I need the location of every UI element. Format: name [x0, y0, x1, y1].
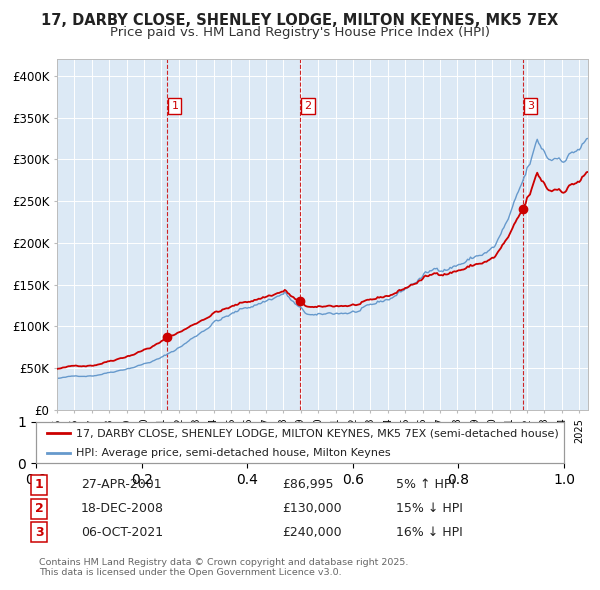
Text: 1: 1 — [172, 101, 178, 111]
Text: 2: 2 — [304, 101, 311, 111]
Text: £240,000: £240,000 — [282, 526, 341, 539]
Text: 18-DEC-2008: 18-DEC-2008 — [81, 502, 164, 515]
Text: £130,000: £130,000 — [282, 502, 341, 515]
Text: 17, DARBY CLOSE, SHENLEY LODGE, MILTON KEYNES, MK5 7EX (semi-detached house): 17, DARBY CLOSE, SHENLEY LODGE, MILTON K… — [76, 428, 559, 438]
Text: HPI: Average price, semi-detached house, Milton Keynes: HPI: Average price, semi-detached house,… — [76, 448, 390, 458]
Text: 3: 3 — [527, 101, 534, 111]
Text: 27-APR-2001: 27-APR-2001 — [81, 478, 161, 491]
Text: Contains HM Land Registry data © Crown copyright and database right 2025.
This d: Contains HM Land Registry data © Crown c… — [39, 558, 409, 577]
Text: 06-OCT-2021: 06-OCT-2021 — [81, 526, 163, 539]
Text: 15% ↓ HPI: 15% ↓ HPI — [396, 502, 463, 515]
Text: £86,995: £86,995 — [282, 478, 334, 491]
Text: 5% ↑ HPI: 5% ↑ HPI — [396, 478, 455, 491]
Text: 17, DARBY CLOSE, SHENLEY LODGE, MILTON KEYNES, MK5 7EX: 17, DARBY CLOSE, SHENLEY LODGE, MILTON K… — [41, 13, 559, 28]
Text: Price paid vs. HM Land Registry's House Price Index (HPI): Price paid vs. HM Land Registry's House … — [110, 26, 490, 39]
Text: 16% ↓ HPI: 16% ↓ HPI — [396, 526, 463, 539]
Text: 1: 1 — [35, 478, 43, 491]
Text: 2: 2 — [35, 502, 43, 515]
Text: 3: 3 — [35, 526, 43, 539]
